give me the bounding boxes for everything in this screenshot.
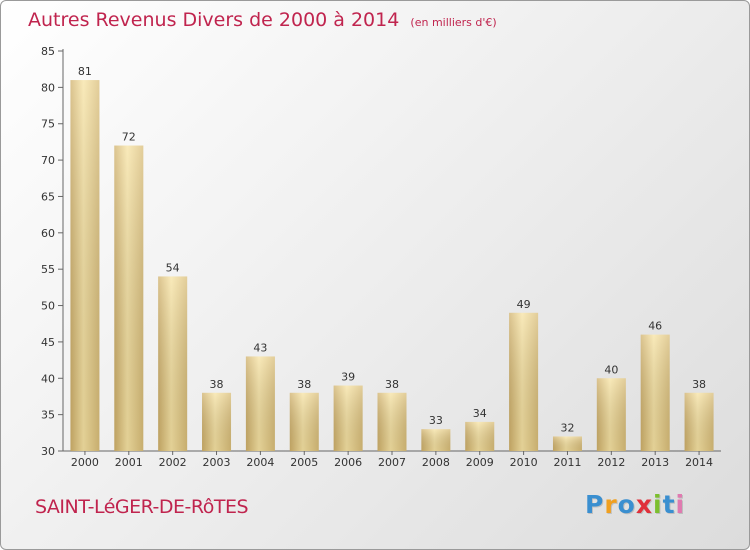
bar-shade — [245, 356, 275, 451]
logo-letter: r — [604, 490, 618, 519]
x-tick-label: 2009 — [466, 456, 494, 469]
x-tick-label: 2005 — [290, 456, 318, 469]
x-tick-label: 2001 — [115, 456, 143, 469]
y-tick-label: 80 — [41, 81, 55, 94]
chart-unit: (en milliers d'€) — [410, 16, 497, 29]
data-label: 38 — [210, 378, 224, 391]
data-label: 38 — [692, 378, 706, 391]
x-tick-label: 2006 — [334, 456, 362, 469]
bar-shade — [509, 312, 539, 451]
y-tick-label: 50 — [41, 300, 55, 313]
bar-shade — [596, 378, 626, 451]
data-label: 40 — [604, 363, 618, 376]
x-tick-label: 2000 — [71, 456, 99, 469]
x-tick-label: 2002 — [159, 456, 187, 469]
data-label: 32 — [560, 421, 574, 434]
y-tick-label: 55 — [41, 263, 55, 276]
bar-shade — [114, 145, 144, 451]
data-label: 72 — [122, 131, 136, 144]
data-label: 43 — [253, 341, 267, 354]
logo-letter: t — [662, 490, 676, 519]
x-tick-label: 2007 — [378, 456, 406, 469]
bar-shade — [333, 385, 363, 451]
x-tick-label: 2010 — [510, 456, 538, 469]
data-label: 33 — [429, 414, 443, 427]
x-tick-label: 2014 — [685, 456, 713, 469]
bar-shade — [70, 80, 100, 451]
y-tick-label: 85 — [41, 45, 55, 58]
bar-shade — [202, 392, 232, 451]
x-tick-label: 2012 — [597, 456, 625, 469]
logo-letter: i — [653, 490, 663, 519]
data-label: 39 — [341, 371, 355, 384]
bar-shade — [289, 392, 319, 451]
data-label: 81 — [78, 65, 92, 78]
y-tick-label: 70 — [41, 154, 55, 167]
y-tick-label: 60 — [41, 227, 55, 240]
data-label: 34 — [473, 407, 487, 420]
y-tick-label: 30 — [41, 445, 55, 458]
data-label: 38 — [297, 378, 311, 391]
y-tick-label: 75 — [41, 118, 55, 131]
bar-shade — [640, 334, 670, 451]
bar-shade — [421, 429, 451, 451]
y-tick-label: 65 — [41, 190, 55, 203]
data-label: 46 — [648, 320, 662, 333]
bar-shade — [377, 392, 407, 451]
proxiti-logo: Proxiti — [585, 490, 685, 519]
x-tick-label: 2003 — [203, 456, 231, 469]
y-tick-label: 40 — [41, 372, 55, 385]
place-name: SAINT-LéGER-DE-RôTES — [35, 496, 249, 518]
y-tick-label: 35 — [41, 409, 55, 422]
bar-shade — [158, 276, 188, 451]
bar-shade — [684, 392, 714, 451]
x-tick-label: 2008 — [422, 456, 450, 469]
chart-title: Autres Revenus Divers de 2000 à 2014 — [28, 9, 400, 31]
logo-letter: o — [617, 490, 636, 519]
logo-letter: P — [585, 490, 605, 519]
logo-letter: x — [635, 490, 653, 519]
logo-letter: i — [675, 490, 686, 519]
title-row: Autres Revenus Divers de 2000 à 2014 (en… — [28, 9, 497, 31]
x-tick-label: 2013 — [641, 456, 669, 469]
data-label: 38 — [385, 378, 399, 391]
bar-shade — [465, 421, 495, 451]
x-tick-label: 2004 — [246, 456, 274, 469]
data-label: 49 — [517, 298, 531, 311]
bar-shade — [552, 436, 582, 451]
data-label: 54 — [166, 261, 180, 274]
x-tick-label: 2011 — [553, 456, 581, 469]
y-tick-label: 45 — [41, 336, 55, 349]
